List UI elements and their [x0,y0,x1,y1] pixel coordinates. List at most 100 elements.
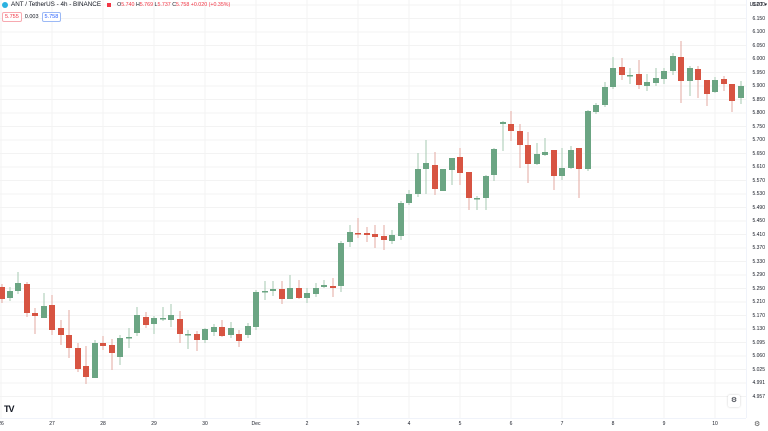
currency-selector[interactable]: USDT ▾ [749,2,767,8]
candle [321,280,327,288]
candle [126,328,132,348]
price-label: 6.050 [752,42,765,49]
candle [576,148,582,198]
time-label: 6 [509,421,513,427]
candle [287,275,293,299]
candle [534,143,540,165]
candle [194,331,200,351]
price-label: 5.650 [752,150,765,157]
candle [143,312,149,328]
candle [670,53,676,75]
tradingview-logo[interactable]: TV [4,404,14,414]
price-axis[interactable]: USDT ▾ 6.200 6.150 6.100 6.050 6.000 5.950 5.9… [746,0,768,418]
low-value: 5.737 [157,1,171,8]
price-label: 5.450 [752,218,765,224]
time-axis[interactable]: 26 27 28 29 30 Dec 2 3 4 5 6 7 8 9 10 [0,418,746,431]
candle [92,340,98,378]
candle [168,304,174,327]
candle [483,175,489,210]
symbol-title[interactable]: ANT / TetherUS - 4h - BINANCE [11,1,102,8]
price-label: 5.570 [752,177,765,184]
candle [389,230,395,244]
candle [279,281,285,304]
candle [262,281,268,300]
grid-lines [0,0,746,418]
candle [678,41,684,103]
candle [270,281,276,296]
candle [347,225,353,247]
time-label: 26 [0,421,4,427]
candle [525,132,531,183]
time-label: 30 [202,421,208,427]
candle [49,295,55,335]
chart-pane[interactable] [0,0,746,418]
candlestick-chart[interactable] [0,0,746,418]
candle [245,323,251,338]
time-label: 4 [407,421,411,427]
candle [296,280,302,299]
candle [738,81,744,104]
price-label: 4.957 [752,393,765,400]
candle [712,77,718,93]
price-label: 5.530 [752,191,765,197]
candle [253,290,259,330]
candle [151,316,157,334]
candle [83,346,89,384]
time-label: 28 [100,421,106,427]
candles [0,41,744,384]
candle [508,111,514,141]
time-label: 9 [662,421,666,427]
candle [41,293,47,318]
price-label: 5.490 [752,204,765,211]
candle [687,66,693,96]
price-label: 5.410 [752,231,765,238]
price-label: 4.991 [752,380,765,386]
candle [551,150,557,190]
candle [610,57,616,89]
candle [160,307,166,321]
open-value: 5.740 [121,1,135,8]
candle [330,278,336,297]
close-value: 5.758 [176,1,190,8]
candle [500,121,506,151]
candle [636,60,642,89]
time-label: 2 [305,421,309,427]
candle [304,288,310,303]
price-label: 5.900 [752,83,765,89]
market-status-icon[interactable] [107,2,112,7]
candle [364,227,370,242]
candle [32,308,38,334]
price-label: 5.130 [752,326,765,332]
price-label: 5.850 [752,96,765,103]
candle [474,196,480,210]
candle [338,241,344,292]
candle [58,320,64,345]
candle [466,172,472,210]
price-label: 6.100 [752,29,765,35]
candle [704,80,710,106]
symbol-legend[interactable]: ANT / TetherUS - 4h - BINANCE O5.740 H5.… [2,1,230,8]
buy-sell-panel: 5.755 0.003 5.758 [2,12,62,22]
sell-button[interactable]: 5.755 [2,12,22,22]
price-label: 5.370 [752,245,765,251]
buy-button[interactable]: 5.758 [41,12,62,22]
price-label: 5.060 [752,353,765,359]
candle [109,339,115,370]
ohlc-values: O5.740 H5.769 L5.737 C5.758 +0.020 (+0.3… [117,2,230,8]
chart-settings-button[interactable]: ⚙ [728,395,740,407]
axis-settings-icon[interactable]: ⚙ [754,421,761,428]
open-label: O [117,1,122,8]
price-label: 5.750 [752,123,765,130]
candle [568,146,574,169]
close-label: C [172,1,177,8]
spread-value: 0.003 [24,14,39,20]
time-label: 27 [49,421,55,427]
candle [585,110,591,171]
price-label: 5.950 [752,69,765,76]
candle [559,148,565,180]
candle [211,324,217,336]
candle [593,103,599,114]
time-label: Dec [251,421,261,427]
price-label: 5.610 [752,164,765,170]
high-label: H [135,1,140,8]
